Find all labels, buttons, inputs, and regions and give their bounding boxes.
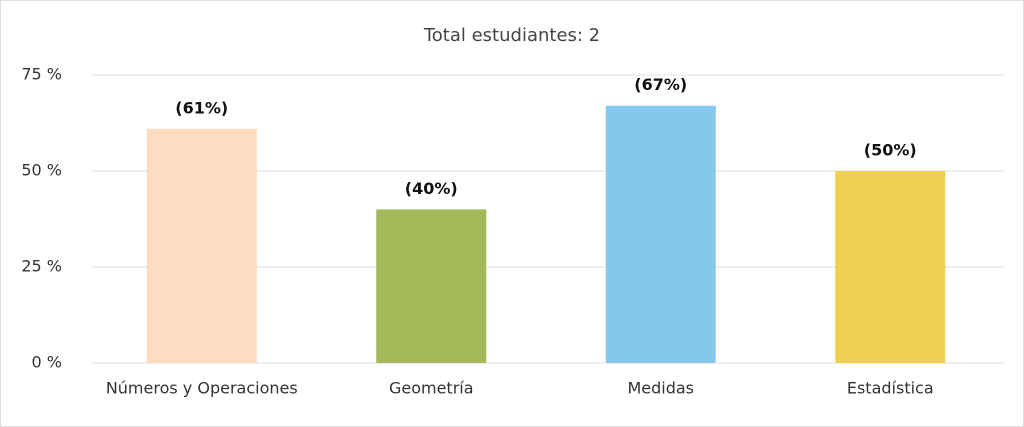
value-label: (40%) (405, 179, 458, 198)
bar (146, 128, 257, 363)
y-tick-label: 50 % (21, 161, 62, 180)
y-tick-label: 0 % (32, 353, 62, 372)
bar (376, 209, 487, 363)
y-tick-label: 25 % (21, 257, 62, 276)
x-tick-label: Estadística (847, 379, 934, 398)
x-tick-label: Geometría (389, 379, 474, 398)
x-tick-label: Medidas (627, 379, 694, 398)
x-tick-label: Números y Operaciones (106, 379, 298, 398)
value-label: (67%) (634, 75, 687, 94)
y-tick-label: 75 % (21, 65, 62, 84)
value-label: (61%) (175, 98, 228, 117)
value-label: (50%) (864, 141, 917, 160)
chart-title: Total estudiantes: 2 (423, 25, 600, 46)
bar (835, 171, 946, 363)
bar (605, 105, 716, 363)
